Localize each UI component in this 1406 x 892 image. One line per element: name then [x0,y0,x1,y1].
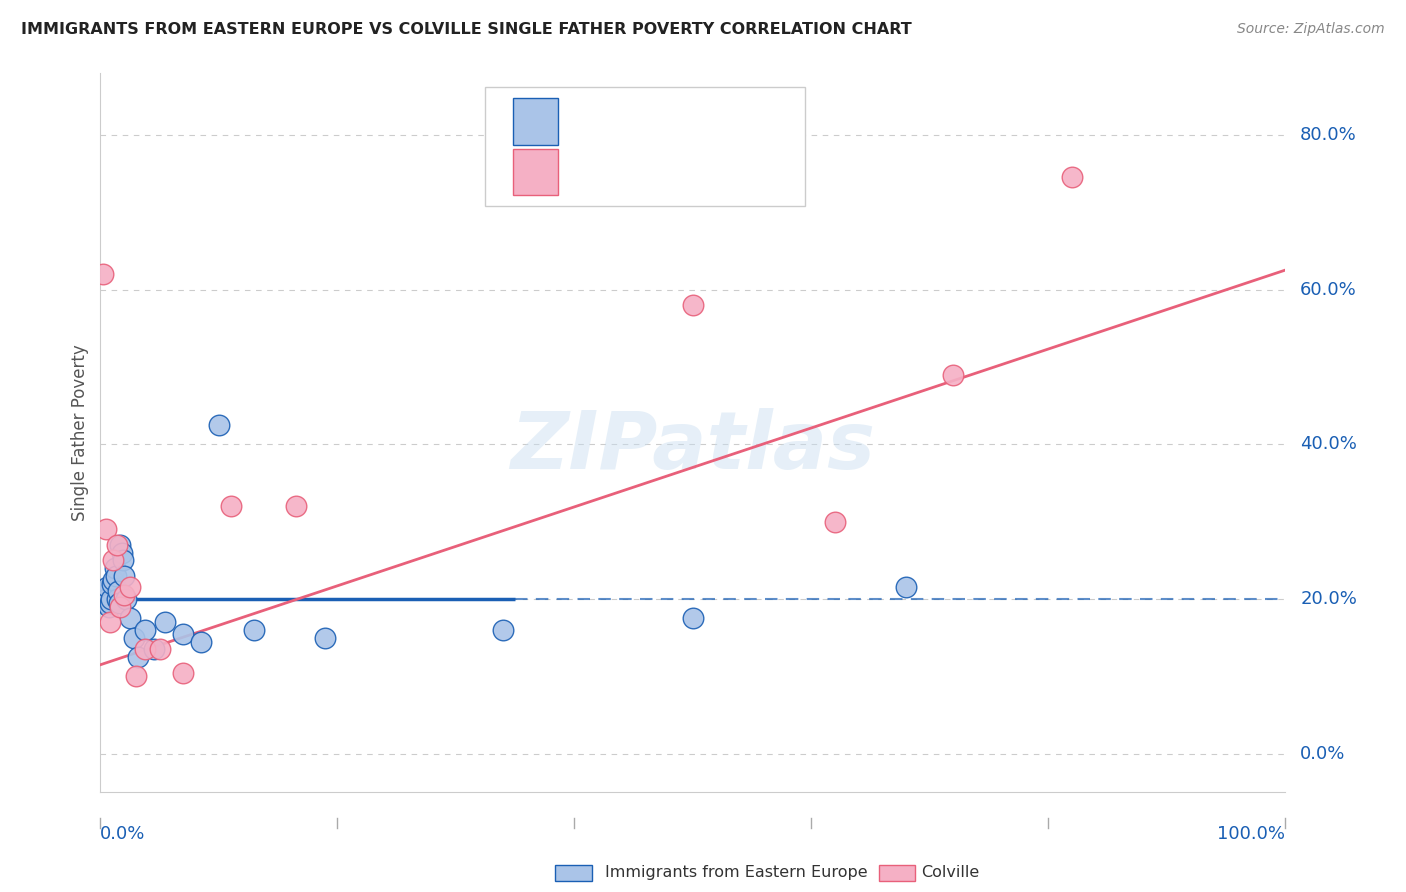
Point [112,569,135,583]
Point [172,627,194,641]
Point [208,417,231,432]
Point [112,588,135,602]
Text: Source: ZipAtlas.com: Source: ZipAtlas.com [1237,22,1385,37]
Point [105,592,128,607]
Point [103,561,125,575]
Point [103,553,125,567]
Point [142,642,165,657]
Point [172,665,194,680]
Point [942,368,965,382]
Y-axis label: Single Father Poverty: Single Father Poverty [72,344,89,521]
Point [94,596,117,610]
Text: Colville: Colville [921,865,979,880]
Point [104,569,127,583]
Point [824,515,846,529]
FancyBboxPatch shape [513,98,558,145]
Text: ZIPatlas: ZIPatlas [510,408,875,486]
Point [93,584,115,599]
Text: 80.0%: 80.0% [1301,126,1357,144]
Point [314,631,336,645]
Point [110,538,132,552]
Text: 0.658: 0.658 [636,162,695,181]
Point [190,634,212,648]
Point [243,623,266,637]
Point [118,581,141,595]
Text: 0.0%: 0.0% [1301,745,1346,763]
Point [101,576,124,591]
Text: 40.0%: 40.0% [1301,435,1357,453]
Point [682,298,704,312]
Point [127,650,149,665]
Text: N =: N = [716,112,769,131]
Point [97,599,120,614]
Text: 20.0%: 20.0% [1301,590,1357,608]
Text: R =: R = [579,112,620,131]
Point [98,615,121,630]
Text: 100.0%: 100.0% [1216,825,1285,843]
Text: 0.0%: 0.0% [100,825,146,843]
Point [111,546,134,560]
Point [492,623,515,637]
Point [122,631,145,645]
Point [284,499,307,513]
Point [103,573,125,587]
Point [96,522,118,536]
Point [91,267,114,281]
Point [134,623,156,637]
Point [148,642,170,657]
Point [894,581,917,595]
Text: Immigrants from Eastern Europe: Immigrants from Eastern Europe [605,865,868,880]
Point [91,588,114,602]
Point [96,592,118,607]
Point [108,596,131,610]
Point [155,615,177,630]
Point [100,592,122,607]
Text: IMMIGRANTS FROM EASTERN EUROPE VS COLVILLE SINGLE FATHER POVERTY CORRELATION CHA: IMMIGRANTS FROM EASTERN EUROPE VS COLVIL… [21,22,912,37]
Point [107,584,129,599]
FancyBboxPatch shape [513,149,558,195]
Point [1060,170,1083,185]
Point [125,669,148,683]
Text: 18: 18 [778,162,801,181]
Point [118,611,141,625]
Text: N =: N = [716,162,769,181]
Point [98,596,121,610]
Point [111,553,134,567]
Point [134,642,156,657]
Point [219,499,242,513]
Point [682,611,704,625]
Point [96,581,118,595]
Text: 34: 34 [778,112,801,131]
Point [110,599,132,614]
Text: R =: R = [579,162,620,181]
Point [105,538,128,552]
FancyBboxPatch shape [485,87,806,206]
Text: 60.0%: 60.0% [1301,281,1357,299]
Point [115,592,138,607]
Text: -0.002: -0.002 [636,112,696,131]
